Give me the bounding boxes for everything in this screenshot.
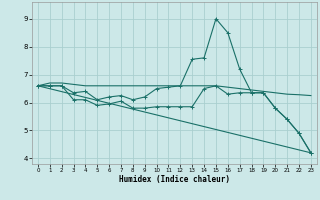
X-axis label: Humidex (Indice chaleur): Humidex (Indice chaleur) xyxy=(119,175,230,184)
